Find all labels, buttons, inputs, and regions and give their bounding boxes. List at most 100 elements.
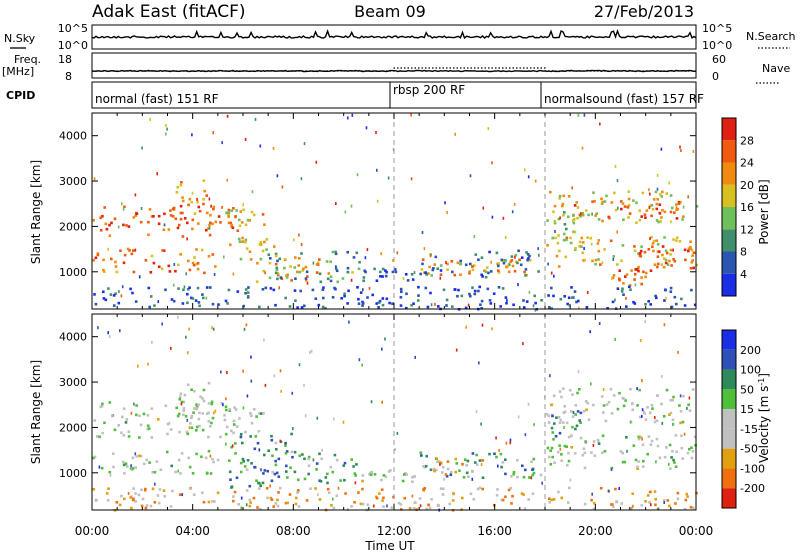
power-scatter-cell bbox=[467, 303, 470, 307]
power-cell bbox=[675, 239, 678, 242]
power-cell bbox=[362, 276, 366, 279]
power-cell bbox=[152, 261, 156, 265]
velocity-cell bbox=[446, 467, 450, 471]
velocity-cell bbox=[488, 452, 491, 456]
velocity-cell bbox=[270, 438, 274, 442]
nsearch-tick-bottom: 10^0 bbox=[702, 39, 732, 52]
power-cell bbox=[501, 287, 505, 290]
velocity-cell bbox=[516, 475, 519, 479]
power-cell bbox=[432, 267, 435, 270]
velocity-cell bbox=[683, 507, 687, 511]
velocity-cell bbox=[132, 487, 135, 490]
power-cell bbox=[471, 286, 474, 289]
velocity-scatter-cell bbox=[108, 335, 111, 339]
power-cell bbox=[236, 229, 240, 232]
velocity-scatter-cell bbox=[98, 465, 101, 469]
velocity-cell bbox=[134, 492, 137, 495]
velocity-cell bbox=[481, 487, 484, 491]
velocity-cell bbox=[464, 458, 467, 461]
power-cell bbox=[278, 257, 282, 261]
velocity-cell bbox=[585, 408, 588, 412]
power-cell bbox=[524, 268, 528, 271]
power-colorbar-tick-label: 12 bbox=[740, 223, 754, 236]
power-cell bbox=[130, 252, 134, 256]
velocity-cell bbox=[419, 451, 423, 454]
velocity-cell bbox=[471, 452, 475, 455]
power-scatter-cell bbox=[402, 277, 405, 280]
velocity-cell bbox=[204, 456, 208, 460]
velocity-cell bbox=[531, 468, 534, 472]
velocity-cell bbox=[178, 395, 182, 398]
velocity-cell bbox=[642, 465, 645, 468]
velocity-cell bbox=[423, 487, 426, 490]
power-cell bbox=[325, 260, 329, 263]
power-cell bbox=[578, 245, 581, 248]
power-cell bbox=[196, 200, 199, 204]
velocity-scatter-cell bbox=[478, 361, 480, 365]
power-scatter-cell bbox=[212, 131, 214, 135]
power-cell bbox=[258, 243, 262, 246]
velocity-scatter-cell bbox=[361, 363, 363, 367]
power-scatter-cell bbox=[665, 297, 667, 301]
velocity-cell bbox=[590, 498, 593, 502]
power-cell bbox=[669, 286, 673, 290]
velocity-cell bbox=[496, 488, 499, 491]
power-cell bbox=[437, 305, 440, 308]
power-ytick-label: 2000 bbox=[59, 220, 87, 233]
power-cell bbox=[638, 252, 642, 255]
velocity-cell bbox=[332, 506, 336, 510]
power-scatter-cell bbox=[656, 187, 659, 191]
power-cell bbox=[167, 228, 171, 231]
velocity-cell bbox=[390, 506, 393, 509]
power-cell bbox=[609, 239, 613, 243]
power-cell bbox=[528, 254, 531, 258]
velocity-scatter-cell bbox=[672, 423, 674, 427]
velocity-cell bbox=[504, 472, 507, 476]
power-cell bbox=[103, 206, 106, 209]
velocity-cell bbox=[366, 503, 370, 507]
velocity-cell bbox=[646, 406, 649, 409]
velocity-cell bbox=[180, 452, 184, 455]
power-cell bbox=[591, 259, 594, 263]
velocity-scatter-cell bbox=[522, 342, 524, 346]
power-cell bbox=[457, 288, 460, 292]
velocity-cell bbox=[690, 446, 693, 449]
power-cell bbox=[114, 292, 117, 295]
velocity-cell bbox=[583, 466, 587, 470]
power-cell bbox=[487, 271, 490, 275]
velocity-cell bbox=[448, 502, 451, 506]
velocity-cell bbox=[259, 484, 262, 488]
velocity-scatter-cell bbox=[225, 397, 227, 401]
power-scatter-cell bbox=[122, 207, 125, 211]
power-scatter-cell bbox=[396, 251, 399, 255]
freq-label: Freq. bbox=[14, 53, 41, 66]
velocity-cell bbox=[435, 468, 438, 472]
velocity-cell bbox=[558, 421, 562, 424]
velocity-colorbar-tick-label: -50 bbox=[740, 443, 758, 456]
velocity-cell bbox=[551, 431, 555, 434]
power-cell bbox=[226, 302, 229, 305]
velocity-cell bbox=[380, 488, 384, 491]
velocity-cell bbox=[475, 463, 479, 466]
power-scatter-cell bbox=[514, 255, 516, 259]
velocity-colorbar-tick-label: 100 bbox=[740, 364, 761, 377]
x-tick-label: 16:00 bbox=[477, 524, 512, 538]
power-scatter-cell bbox=[617, 206, 619, 210]
velocity-cell bbox=[411, 480, 414, 483]
velocity-cell bbox=[554, 435, 558, 438]
velocity-cell bbox=[138, 454, 141, 458]
power-cell bbox=[322, 286, 325, 289]
power-cell bbox=[149, 295, 153, 298]
power-cell bbox=[670, 264, 673, 267]
velocity-cell bbox=[277, 457, 281, 461]
power-cell bbox=[510, 255, 514, 258]
power-cell bbox=[346, 266, 350, 270]
velocity-cell bbox=[592, 507, 596, 511]
velocity-cell bbox=[507, 488, 511, 492]
velocity-cell bbox=[439, 487, 443, 490]
velocity-cell bbox=[582, 447, 586, 450]
velocity-cell bbox=[186, 383, 190, 387]
velocity-cell bbox=[400, 508, 403, 511]
power-scatter-cell bbox=[141, 146, 143, 150]
power-cell bbox=[224, 299, 228, 303]
